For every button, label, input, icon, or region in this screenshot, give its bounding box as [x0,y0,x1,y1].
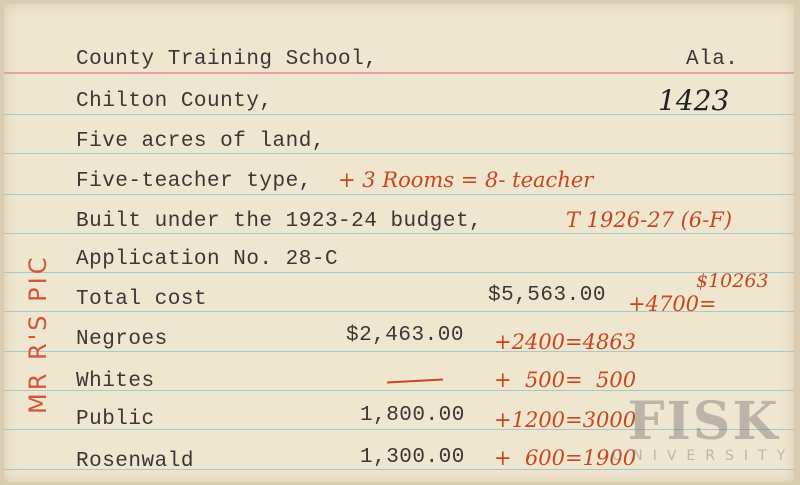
public-add-note: +1200=3000 [494,408,637,432]
blue-rule [4,351,794,352]
total-sum-note: $10263 [696,270,769,292]
rosenwald-add-note: + 600=1900 [494,446,637,470]
watermark-name: FISK [627,391,780,452]
whites-add-note: + 500= 500 [494,368,637,392]
rooms-note: + 3 Rooms = 8- teacher [338,168,594,192]
application-no: Application No. 28-C [76,248,339,271]
blue-rule [4,390,794,391]
total-add-note: +4700= [628,292,717,316]
public-value: 1,800.00 [360,404,465,427]
side-note: MR R'S PIC [24,254,52,414]
blue-rule [4,114,794,115]
blue-rule [4,429,794,430]
county: Chilton County, [76,90,273,113]
rosenwald-value: 1,300.00 [360,446,465,469]
fisk-watermark: FISK UNIVERSITY [612,391,794,465]
card-number: 1423 [658,84,730,117]
index-card: County Training School, Ala. Chilton Cou… [4,4,794,482]
budget-note: T 1926-27 (6-F) [566,208,733,232]
blue-rule [4,153,794,154]
red-rule [4,72,794,74]
blue-rule [4,272,794,273]
school-name: County Training School, [76,48,378,71]
state: Ala. [686,48,739,71]
total-cost-value: $5,563.00 [488,284,606,307]
negroes-label: Negroes [76,328,168,351]
budget: Built under the 1923-24 budget, [76,210,483,233]
blue-rule [4,233,794,234]
watermark-sub: UNIVERSITY [612,448,794,464]
whites-dash [386,378,444,384]
total-cost-label: Total cost [76,288,208,311]
blue-rule [4,194,794,195]
whites-label: Whites [76,370,155,393]
negroes-value: $2,463.00 [346,324,464,347]
teacher-type: Five-teacher type, [76,170,312,193]
public-label: Public [76,408,155,431]
land: Five acres of land, [76,130,325,153]
blue-rule [4,469,794,470]
negroes-add-note: +2400=4863 [494,330,637,354]
rosenwald-label: Rosenwald [76,450,194,473]
blue-rule [4,311,794,312]
